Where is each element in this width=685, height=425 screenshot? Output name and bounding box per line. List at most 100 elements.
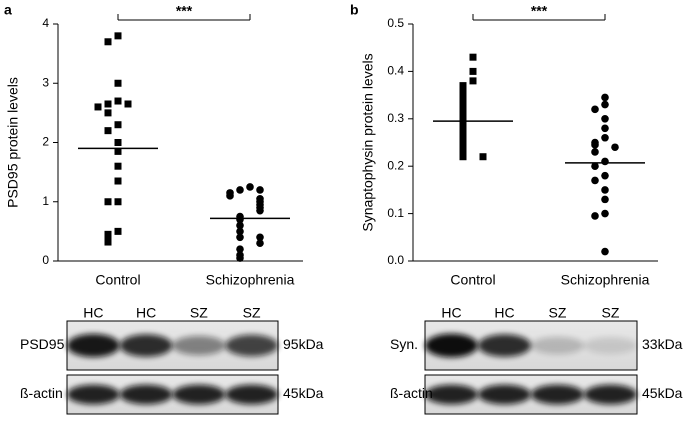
data-point (124, 100, 132, 108)
data-point (236, 245, 244, 253)
data-point (601, 133, 609, 142)
data-point (459, 86, 467, 94)
blot-frame (424, 374, 638, 415)
data-point (236, 186, 244, 194)
lane-label: SZ (243, 305, 261, 321)
y-axis-label: Synaptophysin protein levels (360, 53, 376, 231)
data-point (104, 230, 112, 238)
data-point (601, 100, 609, 109)
data-point (459, 134, 467, 142)
data-point (459, 148, 467, 156)
y-tick-label: 0.4 (387, 64, 404, 78)
data-point (104, 127, 112, 135)
lane-label: SZ (602, 305, 620, 321)
lane-label: SZ (549, 305, 567, 321)
y-axis-label: PSD95 protein levels (5, 77, 21, 208)
y-tick-label: 0 (42, 253, 49, 267)
data-point (611, 143, 619, 152)
lane-label: HC (494, 305, 514, 321)
blot-band (119, 384, 173, 405)
blot-frame (66, 374, 279, 415)
blot-frame (66, 320, 279, 371)
blot-row-label: ß-actin (390, 385, 433, 401)
data-point (459, 153, 467, 161)
data-point (459, 120, 467, 128)
data-point (591, 212, 599, 220)
data-point (256, 239, 264, 248)
data-point (459, 101, 467, 109)
data-point (459, 139, 467, 146)
y-tick-label: 0.5 (387, 16, 404, 30)
blot-band (478, 384, 531, 405)
blot-band (119, 334, 173, 357)
y-tick-label: 0.0 (387, 253, 404, 267)
data-point (114, 227, 122, 235)
y-tick-label: 4 (42, 16, 49, 30)
data-point (601, 115, 609, 123)
data-point (114, 121, 122, 129)
x-tick-label: Schizophrenia (561, 272, 650, 288)
data-point (591, 105, 599, 114)
data-point (601, 195, 609, 204)
data-point (459, 105, 467, 113)
data-point (459, 129, 467, 137)
data-point (104, 109, 112, 117)
y-tick-label: 0.3 (387, 111, 404, 125)
data-point (114, 198, 122, 206)
blot-band (172, 384, 226, 405)
y-tick-label: 1 (42, 194, 49, 208)
x-tick-label: Control (450, 272, 495, 288)
data-point (601, 186, 609, 194)
data-point (591, 141, 599, 149)
data-point (114, 177, 122, 185)
data-point (236, 227, 244, 236)
data-point (114, 139, 122, 146)
data-point (94, 103, 102, 111)
blot-frame (424, 320, 638, 371)
data-point (601, 247, 609, 256)
lane-label: HC (136, 305, 156, 321)
panel-label: a (4, 2, 12, 18)
panel-label: b (350, 2, 359, 18)
data-point (459, 110, 467, 118)
data-point (236, 233, 244, 242)
blot-size-label: 45kDa (283, 385, 324, 401)
data-point (601, 93, 609, 102)
lane-label: SZ (190, 305, 208, 321)
blot-band (172, 335, 226, 356)
blot-row-label: ß-actin (20, 385, 63, 401)
y-tick-label: 0.2 (387, 158, 404, 172)
blot-band (67, 384, 120, 405)
significance-bracket (472, 14, 606, 21)
data-point (459, 124, 467, 132)
significance-label: *** (176, 3, 193, 19)
data-point (601, 171, 609, 180)
data-point (459, 96, 467, 104)
significance-label: *** (531, 3, 548, 19)
blot-row-label: Syn. (390, 336, 418, 352)
x-tick-label: Control (95, 272, 140, 288)
data-point (256, 233, 264, 242)
data-point (226, 192, 234, 200)
blot-band (584, 337, 637, 354)
data-point (114, 97, 122, 105)
data-point (479, 153, 487, 161)
lane-label: HC (441, 305, 461, 321)
blot-band (225, 334, 278, 357)
blot-band (478, 334, 531, 357)
data-point (104, 100, 112, 108)
data-point (459, 91, 467, 99)
data-point (591, 176, 599, 185)
y-tick-label: 0.1 (387, 206, 404, 220)
data-point (591, 148, 599, 156)
data-point (114, 147, 122, 155)
data-point (104, 38, 112, 46)
blot-band (531, 336, 584, 355)
data-point (114, 162, 122, 170)
lane-label: HC (83, 305, 103, 321)
blot-row-label: PSD95 (20, 336, 65, 352)
blot-band (425, 384, 478, 405)
blot-band (67, 333, 120, 358)
data-point (469, 67, 477, 75)
